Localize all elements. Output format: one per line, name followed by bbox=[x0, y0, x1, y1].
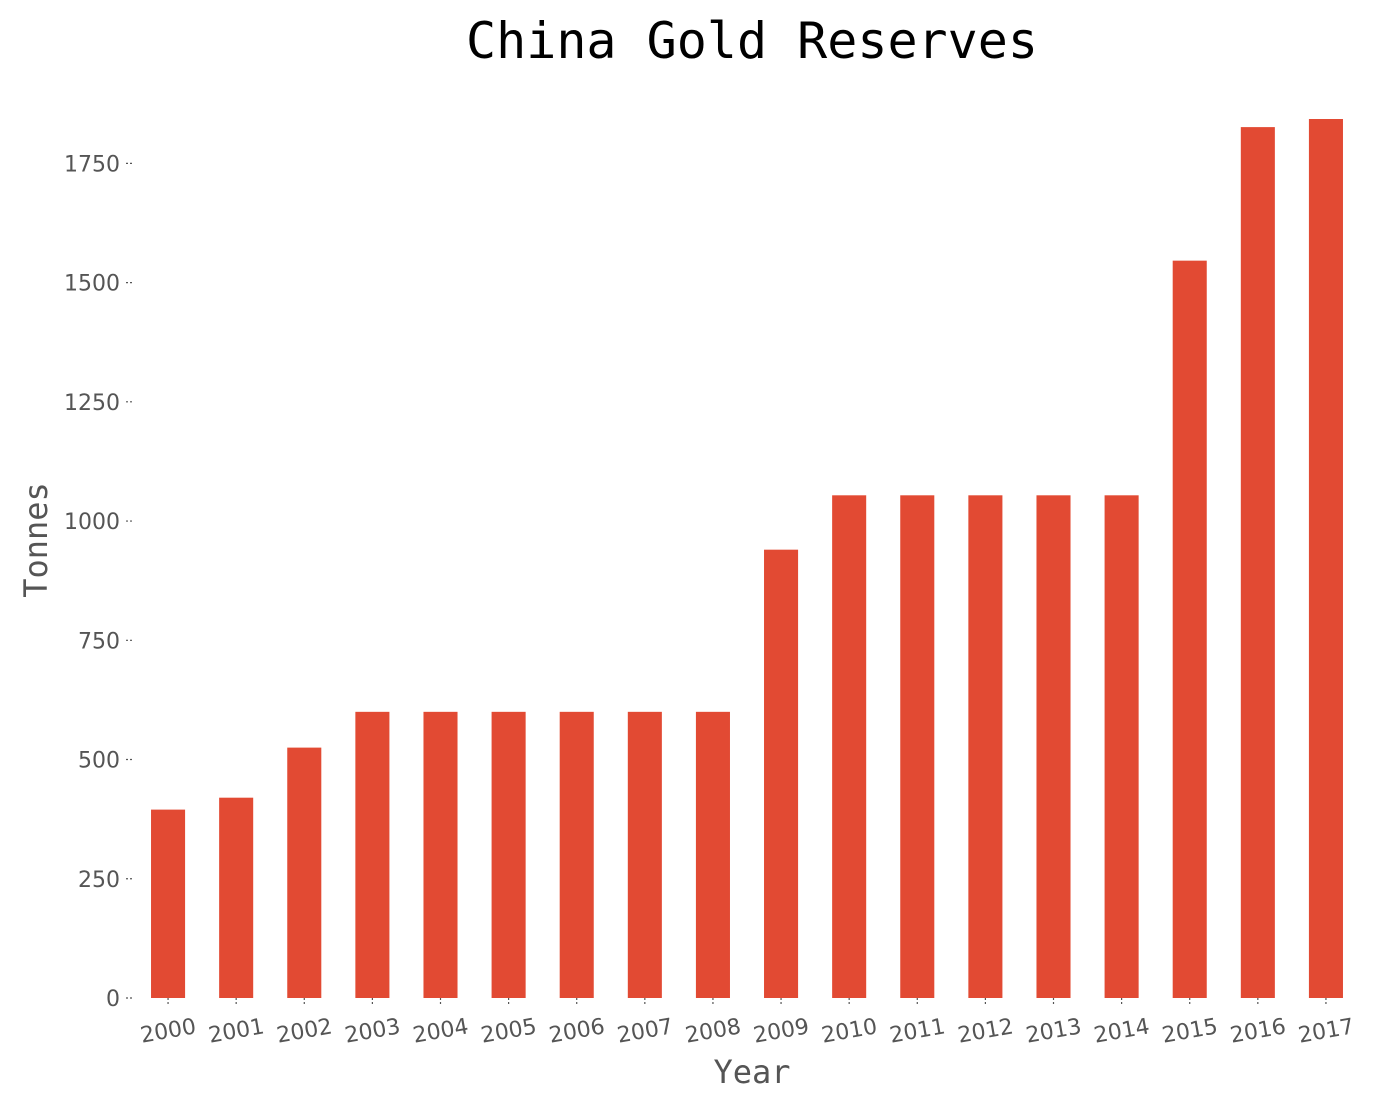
bar-2003 bbox=[355, 711, 390, 998]
x-tick-label: 2014 bbox=[1092, 1014, 1151, 1048]
bar-2009 bbox=[764, 549, 799, 998]
x-tick-label: 2013 bbox=[1024, 1014, 1083, 1048]
bar-2014 bbox=[1104, 495, 1139, 998]
y-tick-label: 1250 bbox=[64, 391, 120, 416]
x-tick-label: 2017 bbox=[1296, 1014, 1355, 1048]
bar-2015 bbox=[1172, 260, 1207, 998]
bar-2011 bbox=[900, 495, 935, 998]
x-tick-label: 2001 bbox=[207, 1014, 266, 1048]
bar-series bbox=[151, 119, 1343, 999]
x-tick-label: 2007 bbox=[615, 1014, 674, 1048]
bar-2013 bbox=[1036, 495, 1071, 998]
bar-2002 bbox=[287, 747, 322, 998]
y-axis: 0 250 500 750 1000 1250 1500 1750 bbox=[64, 152, 134, 1012]
x-tick-label: 2008 bbox=[683, 1014, 742, 1048]
x-tick-label: 2012 bbox=[956, 1014, 1015, 1048]
chart-title: China Gold Reserves bbox=[466, 12, 1038, 70]
y-tick-label: 250 bbox=[78, 868, 120, 893]
y-tick-label: 1000 bbox=[64, 510, 120, 535]
y-axis-label: Tonnes bbox=[17, 482, 55, 598]
y-tick-label: 0 bbox=[106, 987, 120, 1012]
y-tick-label: 500 bbox=[78, 749, 120, 774]
x-tick-label: 2009 bbox=[752, 1014, 811, 1048]
bar-2008 bbox=[695, 711, 730, 998]
bar-2001 bbox=[219, 797, 254, 998]
bar-2012 bbox=[968, 495, 1003, 998]
x-tick-label: 2010 bbox=[820, 1014, 879, 1048]
bar-2006 bbox=[559, 711, 594, 998]
bar-2007 bbox=[627, 711, 662, 998]
bar-2016 bbox=[1240, 127, 1275, 999]
bar-2005 bbox=[491, 711, 526, 998]
x-tick-label: 2011 bbox=[888, 1014, 947, 1048]
x-tick-label: 2000 bbox=[139, 1014, 198, 1048]
bar-2010 bbox=[832, 495, 867, 998]
x-axis-label: Year bbox=[713, 1053, 790, 1091]
x-tick-label: 2015 bbox=[1160, 1014, 1219, 1048]
y-tick-label: 1750 bbox=[64, 152, 120, 177]
x-axis: 2000 2001 2002 2003 2004 2005 2006 2007 2008 2009… bbox=[139, 998, 1356, 1049]
x-tick-label: 2004 bbox=[411, 1014, 470, 1048]
x-tick-label: 2002 bbox=[275, 1014, 334, 1048]
x-tick-label: 2003 bbox=[343, 1014, 402, 1048]
y-tick-label: 1500 bbox=[64, 272, 120, 297]
x-tick-label: 2006 bbox=[547, 1014, 606, 1048]
bar-2017 bbox=[1308, 119, 1343, 998]
bar-2000 bbox=[151, 809, 186, 998]
x-tick-label: 2005 bbox=[479, 1014, 538, 1048]
x-tick-label: 2016 bbox=[1228, 1014, 1287, 1048]
y-tick-label: 750 bbox=[78, 629, 120, 654]
bar-2004 bbox=[423, 711, 458, 998]
